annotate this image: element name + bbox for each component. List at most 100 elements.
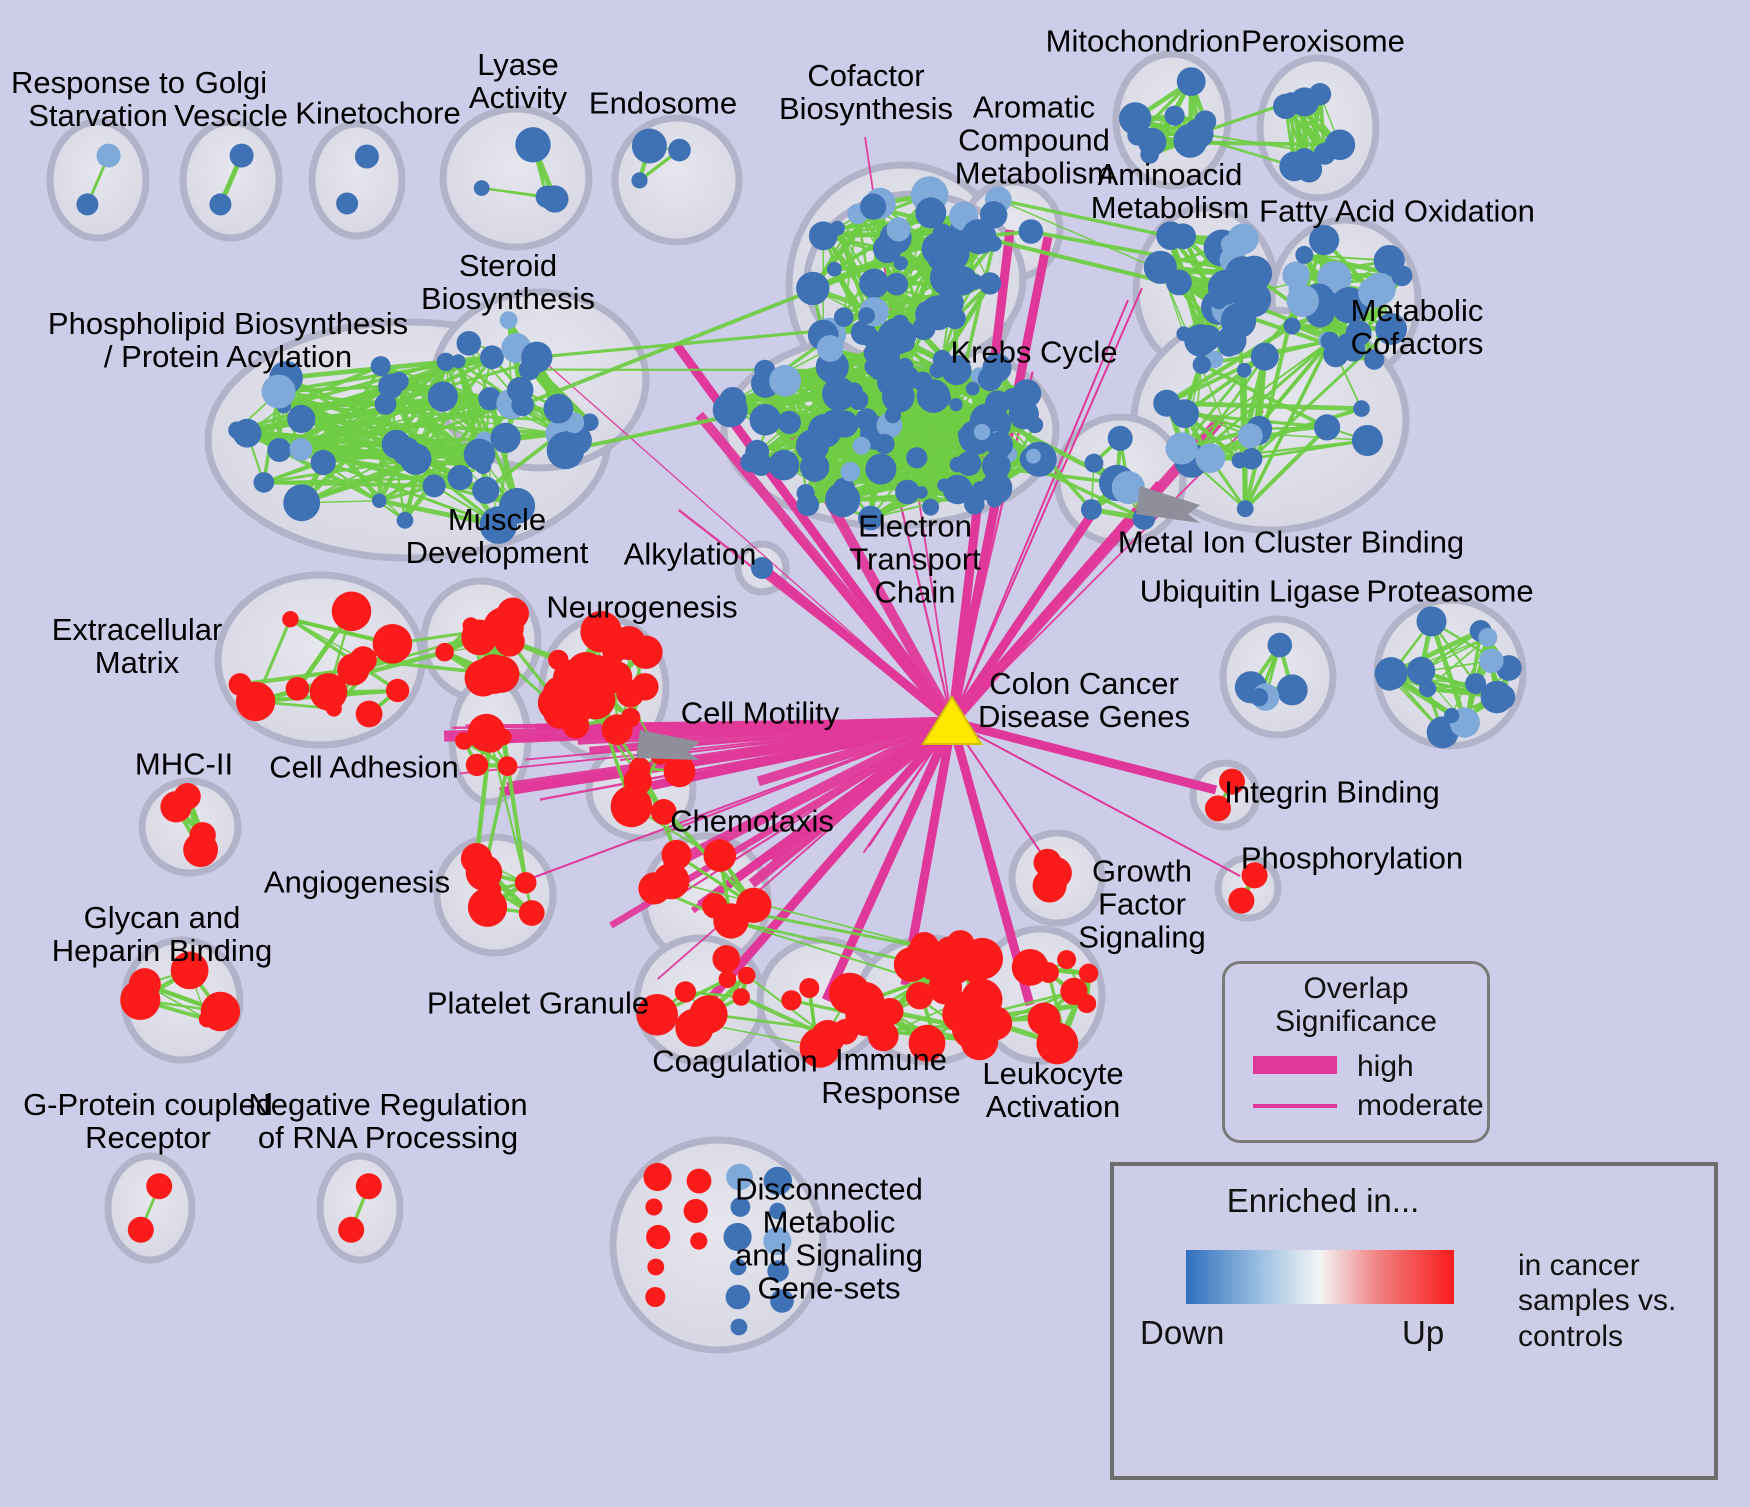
gene-set-node: [1314, 414, 1341, 441]
gene-set-node: [986, 431, 1013, 459]
gene-set-node: [796, 271, 830, 306]
gene-set-node: [76, 193, 99, 216]
gene-set-node: [908, 988, 927, 1007]
gene-set-node: [768, 449, 800, 481]
gene-set-node: [831, 410, 859, 438]
gene-set-node: [1156, 221, 1185, 250]
gene-set-node: [949, 456, 966, 473]
gene-set-node: [885, 319, 917, 351]
gene-set-node: [1008, 399, 1039, 430]
gene-set-node: [1309, 225, 1340, 256]
gene-set-node: [852, 436, 871, 455]
gene-set-node: [675, 1008, 714, 1047]
gene-set-node: [1240, 447, 1263, 470]
gene-set-node: [435, 642, 454, 662]
gene-set-node: [723, 1222, 752, 1252]
gene-set-node: [949, 398, 963, 412]
gene-set-node: [490, 422, 521, 453]
gene-set-node: [712, 392, 748, 428]
gene-set-node: [954, 991, 972, 1010]
gene-set-node: [875, 361, 900, 386]
gene-set-node: [1391, 265, 1413, 287]
cluster-hull-kinetochore: [308, 120, 406, 240]
gene-set-node: [283, 484, 321, 522]
gene-set-node: [354, 144, 379, 169]
gene-set-node: [127, 1216, 154, 1243]
gene-set-node: [718, 970, 737, 988]
gene-set-node: [1283, 317, 1301, 335]
gene-set-node: [128, 968, 161, 1001]
gene-set-node: [751, 557, 773, 579]
gene-set-node: [1273, 93, 1299, 119]
legend-overlap-significance: Overlap Significance high moderate: [1222, 961, 1490, 1143]
hub-edge-krebs-cycle: [951, 287, 1143, 723]
gene-set-node: [981, 451, 1011, 481]
gene-set-node: [650, 799, 677, 825]
gene-set-node: [1165, 432, 1198, 465]
gene-set-node: [289, 438, 313, 461]
gene-set-node: [964, 493, 985, 515]
gene-set-node: [1478, 627, 1498, 647]
gene-set-node: [730, 1197, 751, 1217]
gene-set-node: [1219, 768, 1245, 795]
gene-set-node: [977, 1006, 1013, 1041]
gene-set-node: [478, 387, 502, 411]
gene-set-node: [160, 791, 192, 823]
gene-set-node: [922, 498, 940, 516]
gene-set-node: [507, 376, 534, 404]
gene-set-node: [602, 638, 628, 664]
gene-set-node: [1195, 443, 1226, 473]
gene-set-node: [337, 653, 370, 686]
gene-set-node: [1416, 606, 1447, 637]
hub-edge-integrin-binding: [950, 717, 1218, 795]
gene-set-node: [1176, 326, 1192, 342]
gene-set-node: [895, 479, 920, 505]
gene-set-node: [638, 872, 671, 905]
gene-set-node: [663, 755, 696, 788]
gene-set-node: [310, 449, 336, 476]
gene-set-node: [729, 1258, 747, 1276]
gene-set-node: [977, 366, 1003, 392]
gene-set-node: [474, 457, 492, 475]
legend-moderate-swatch: [1253, 1104, 1337, 1108]
gene-set-node: [456, 331, 482, 356]
gene-set-node: [1173, 123, 1208, 158]
gene-set-node: [228, 421, 246, 439]
gene-set-node: [146, 1173, 173, 1200]
gene-set-node: [228, 673, 252, 696]
gene-set-node: [1176, 67, 1206, 96]
gene-set-node: [920, 295, 956, 331]
gene-set-node: [985, 235, 1002, 252]
gene-set-node: [732, 988, 750, 1006]
gene-set-node: [282, 611, 299, 628]
gene-set-node: [1295, 245, 1314, 264]
gene-set-node: [1465, 673, 1487, 695]
gene-set-node: [96, 143, 121, 168]
gene-set-node: [947, 1008, 973, 1033]
gene-set-node: [763, 1166, 792, 1196]
gene-set-node: [183, 832, 219, 868]
gene-set-node: [462, 617, 480, 635]
legend-moderate-label: moderate: [1357, 1089, 1484, 1122]
gene-set-node: [1220, 303, 1257, 339]
gene-set-node: [830, 220, 845, 236]
gene-set-node: [465, 854, 503, 891]
gene-set-node: [465, 753, 489, 777]
gene-set-node: [929, 362, 946, 379]
gene-set-node: [1057, 950, 1077, 970]
gene-set-node: [769, 364, 801, 397]
legend-comparison-label: in cancer samples vs. controls: [1518, 1249, 1677, 1353]
gene-set-node: [777, 410, 801, 435]
legend-enriched-in: Enriched in... Down Up in cancer samples…: [1110, 1162, 1718, 1480]
gene-set-node: [575, 679, 602, 707]
gene-set-node: [845, 981, 885, 1021]
gene-set-node: [862, 276, 881, 295]
gene-set-node: [881, 380, 915, 413]
gene-set-node: [737, 966, 756, 985]
gene-set-node: [726, 1163, 753, 1191]
cluster-hull-disconnected-gene-sets: [609, 1136, 827, 1354]
gene-set-node: [893, 256, 908, 271]
gene-set-node: [730, 1318, 748, 1336]
gene-set-node: [1489, 684, 1516, 710]
